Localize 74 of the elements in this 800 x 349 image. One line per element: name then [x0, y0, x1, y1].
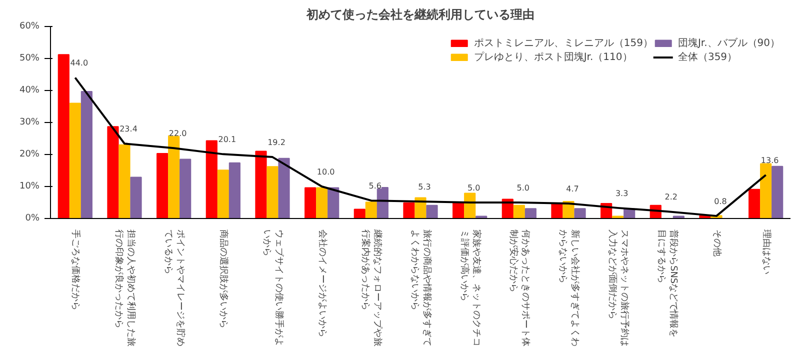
bar	[748, 188, 760, 218]
bar	[278, 158, 290, 218]
bar	[354, 208, 366, 218]
data-label: 0.8	[714, 196, 727, 206]
bar	[365, 202, 377, 218]
x-tick-label: 何かあったときのサポート体制が安心だから	[508, 230, 532, 346]
x-tick-label: 普段からSNSなどで情報を目にするから	[656, 230, 680, 338]
data-label: 3.3	[615, 188, 628, 198]
legend-label: プレゆとり、ポスト団塊Jr.（110）	[474, 50, 632, 64]
bar	[464, 192, 476, 218]
x-tick-label: 担当の人や初めて利用した旅行の印象が良かったから	[114, 230, 136, 346]
x-tick-label: ポイントやマイレージを貯めているから	[162, 230, 186, 346]
x-tick-label: 旅行の商品や情報が多すぎてよくわからないから	[410, 230, 432, 346]
y-tick-label: 50%	[19, 54, 40, 64]
bar	[574, 208, 586, 218]
bar	[206, 140, 218, 218]
bar	[524, 208, 536, 218]
bar	[80, 90, 92, 218]
y-tick-label: 30%	[19, 118, 40, 128]
data-label: 19.2	[268, 138, 286, 148]
bar	[328, 187, 340, 218]
data-label: 5.6	[368, 182, 382, 191]
bar	[414, 197, 426, 218]
chart-title: 初めて使った会社を継続利用している理由	[306, 8, 534, 22]
y-tick-label: 20%	[19, 150, 40, 160]
data-label: 2.2	[664, 192, 678, 202]
bar	[58, 54, 70, 218]
x-tick-label: スマホやネットの旅行予約は入力などが面倒だから	[606, 230, 630, 346]
bar	[118, 144, 130, 218]
bar	[760, 163, 772, 218]
bar	[255, 150, 267, 218]
y-tick-label: 40%	[19, 86, 40, 96]
data-label: 5.3	[418, 182, 431, 192]
data-label: 20.1	[218, 135, 236, 144]
x-tick-label: 新しい会社が多すぎてよくわからないから	[558, 230, 580, 346]
x-tick-label: 商品の選択肢が多いから	[218, 230, 230, 328]
x-tick-label: 会社のイメージがよいから	[316, 230, 328, 338]
legend-label: 団塊Jr.、バブル（90）	[678, 36, 780, 50]
bar	[168, 135, 180, 218]
x-tick-label: 家族や友達、ネットのクチコミ評価が高いから	[458, 230, 482, 346]
data-label: 10.0	[316, 168, 335, 176]
x-tick-label: ウェブサイトの使い勝手がよいから	[262, 230, 284, 346]
x-tick-label: 理由はない	[760, 230, 772, 274]
bar	[217, 170, 229, 218]
x-tick-label: 手ごろな価格だから	[70, 230, 82, 310]
x-tick-label: その他	[712, 230, 722, 256]
bar	[228, 162, 240, 218]
data-label: 22.0	[168, 129, 187, 138]
data-label: 5.0	[467, 184, 480, 192]
legend-label: 全体（359）	[678, 51, 738, 64]
data-label: 13.6	[760, 156, 779, 165]
bar	[130, 176, 142, 218]
bar	[316, 187, 328, 218]
bar	[426, 204, 438, 218]
y-tick-label: 10%	[19, 182, 40, 192]
bar	[156, 153, 168, 218]
bar	[69, 102, 81, 218]
legend-label: ポストミレニアル、ミレニアル（159）	[474, 37, 653, 50]
bar	[304, 187, 316, 218]
data-label: 23.4	[120, 124, 138, 134]
data-label: 5.0	[516, 184, 530, 192]
bar	[772, 166, 784, 218]
bar	[513, 204, 525, 218]
bar	[403, 202, 415, 218]
bar	[551, 203, 563, 218]
x-tick-label: 継続的なフォローアップや旅行案内があったから	[360, 228, 384, 346]
bar	[107, 126, 119, 218]
bar	[452, 202, 464, 218]
data-label: 4.7	[566, 184, 579, 194]
bar	[266, 166, 278, 218]
data-label: 44.0	[70, 58, 88, 68]
y-tick-label: 0%	[25, 214, 40, 224]
y-tick-label: 60%	[19, 22, 40, 32]
bar	[180, 158, 192, 218]
